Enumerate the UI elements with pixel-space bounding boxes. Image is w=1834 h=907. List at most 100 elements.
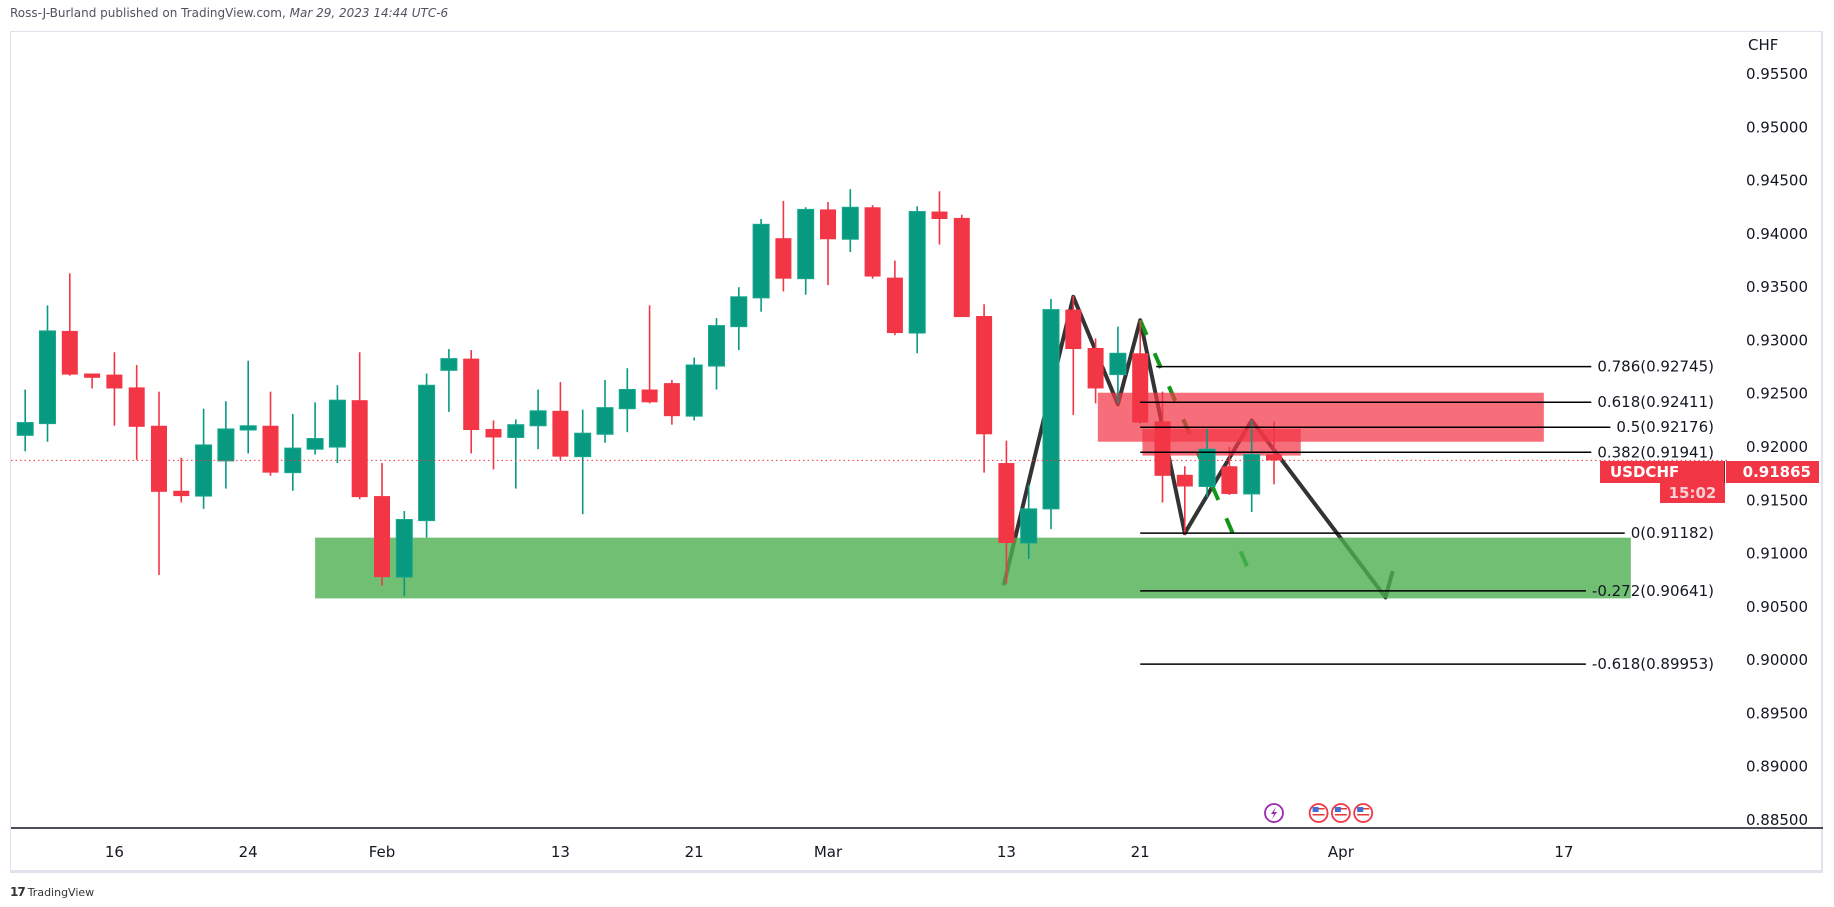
author-name[interactable]: Ross-J-Burland <box>10 6 97 20</box>
candle-body-down <box>1266 454 1282 461</box>
candle <box>596 379 614 443</box>
candle-body-down <box>775 238 792 279</box>
price-tick-label: 0.92500 <box>1746 385 1808 403</box>
candle <box>886 260 903 336</box>
price-tick-label: 0.88500 <box>1746 811 1808 829</box>
candle-body-down <box>106 374 123 389</box>
candle <box>1042 298 1060 530</box>
candle <box>552 382 569 460</box>
publish-header: Ross-J-Burland published on TradingView.… <box>10 6 448 20</box>
candle-body-up <box>529 410 547 427</box>
candle <box>574 409 592 515</box>
candle-body-up <box>16 422 34 436</box>
candle <box>685 357 703 421</box>
fib-level-label: 0.618(0.92411) <box>1597 393 1714 411</box>
fib-level-label: 0.786(0.92745) <box>1597 358 1714 376</box>
candle <box>529 389 547 450</box>
candle <box>618 368 636 433</box>
candle-body-down <box>864 207 881 277</box>
candle-body-up <box>217 428 235 462</box>
us-flag-icon <box>1334 807 1341 812</box>
candle <box>708 318 725 390</box>
flag-stripe <box>1312 817 1325 819</box>
candle-body-down <box>641 389 658 403</box>
candle-body-up <box>797 208 815 280</box>
candle <box>1020 484 1038 559</box>
time-tick-label: 13 <box>551 843 570 861</box>
candle-body-up <box>730 296 748 328</box>
price-tick-label: 0.89500 <box>1746 704 1808 722</box>
candle <box>173 457 190 503</box>
flag-stripe <box>1334 817 1347 819</box>
candle <box>485 420 502 470</box>
time-axis[interactable]: 16 24 Feb 13 21 Mar 13 21 Apr 17 <box>105 843 1574 861</box>
time-tick-label: 17 <box>1554 843 1573 861</box>
candle-body-down <box>1221 466 1238 494</box>
candle <box>306 402 324 455</box>
candle-body-down <box>151 425 167 492</box>
candle-body-up <box>574 432 592 458</box>
price-tick-label: 0.90000 <box>1746 651 1808 669</box>
lightning-event-icon[interactable] <box>1264 803 1284 823</box>
chart-frame <box>10 31 1823 873</box>
fibonacci-extension[interactable]: 0.786(0.92745) 0.618(0.92411) 0.5(0.92176)… <box>1140 358 1714 674</box>
flag-icon-ring <box>1308 803 1329 823</box>
candle <box>1109 326 1127 404</box>
candle <box>440 349 458 412</box>
us-flag-event-icon[interactable] <box>1353 803 1374 823</box>
candle-body-up <box>239 425 257 431</box>
candle-body-down <box>886 277 903 334</box>
candle <box>284 414 302 491</box>
candle-body-down <box>173 490 190 497</box>
tradingview-logo[interactable]: 𝟭𝟳 TradingView <box>10 885 94 899</box>
candle <box>1087 338 1104 404</box>
price-tick-label: 0.95500 <box>1746 65 1808 83</box>
candle <box>1198 428 1216 498</box>
candle-body-down <box>351 400 368 498</box>
last-price-badge: 0.91865 <box>1726 461 1819 483</box>
candle-body-down <box>485 428 502 438</box>
price-axis[interactable]: 0.95500 0.95000 0.94500 0.94000 0.93500 0.930… <box>1746 65 1808 829</box>
projection-dashed-line[interactable] <box>1138 319 1252 573</box>
time-tick-label: 21 <box>1131 843 1150 861</box>
candle-body-down <box>1065 309 1082 350</box>
candle <box>864 205 881 279</box>
fib-level-label: -0.618(0.89953) <box>1592 655 1714 673</box>
bar-countdown: 15:02 <box>1660 483 1725 503</box>
candle-body-down <box>1087 347 1104 389</box>
candle-body-up <box>596 407 614 435</box>
candle-body-down <box>374 496 390 578</box>
candle <box>775 200 792 292</box>
price-tick-label: 0.89000 <box>1746 758 1808 776</box>
us-flag-event-icon[interactable] <box>1308 803 1329 823</box>
flag-stripe <box>1357 817 1370 819</box>
candle <box>195 408 213 509</box>
us-flag-event-icon[interactable] <box>1331 803 1351 823</box>
candle-body-up <box>1243 454 1261 495</box>
candle-body-up <box>395 519 413 578</box>
candle <box>1154 391 1171 503</box>
candle <box>418 373 436 538</box>
candle-body-down <box>820 209 836 240</box>
time-tick-label: 24 <box>239 843 258 861</box>
candle-body-down <box>931 211 948 220</box>
candle <box>106 352 123 426</box>
candle <box>663 379 680 425</box>
candle <box>16 389 34 452</box>
support-zone[interactable] <box>315 537 1631 599</box>
flag-icon-ring <box>1331 803 1351 823</box>
time-tick-label: Feb <box>369 843 396 861</box>
candle-body-up <box>1109 352 1127 376</box>
candle-body-down <box>663 383 680 417</box>
candle <box>351 352 368 500</box>
candle-body-up <box>284 447 302 474</box>
candle <box>0 350 11 440</box>
candle <box>217 401 235 489</box>
published-text: published on TradingView.com, <box>100 6 286 20</box>
fib-level-label: 0(0.91182) <box>1631 524 1714 542</box>
candle-body-down <box>1132 353 1149 423</box>
candle-body-down <box>953 217 970 318</box>
economic-events[interactable] <box>1264 803 1374 823</box>
fib-level-label: 0.382(0.91941) <box>1597 443 1714 461</box>
